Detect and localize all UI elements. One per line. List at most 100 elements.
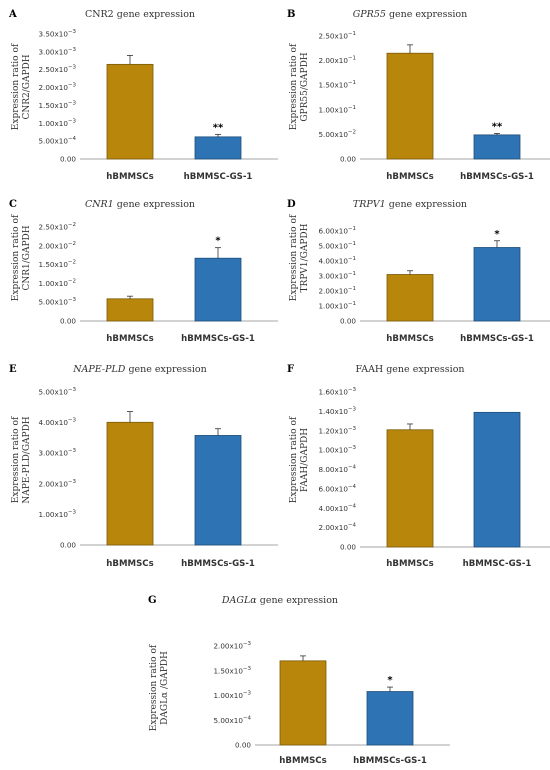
y-tick-exponent: −3 (68, 479, 77, 485)
y-tick-mantissa: 1.20x10 (318, 426, 348, 435)
y-tick-label: 3.00x10−1 (318, 271, 356, 281)
category-label: hBMMSCs-GS-1 (181, 334, 255, 344)
chart-title-gene: GPR55 (353, 9, 386, 20)
bar-1 (279, 660, 327, 746)
y-axis-label-line: Expression ratio of (11, 214, 21, 301)
bar-1 (106, 63, 154, 160)
y-tick-exponent: −1 (348, 226, 356, 232)
y-tick-mantissa: 0.00 (60, 317, 76, 326)
y-tick-mantissa: 4.00x10 (318, 504, 348, 513)
y-tick-mantissa: 0.00 (340, 155, 356, 164)
y-tick-mantissa: 2.00x10 (318, 287, 348, 296)
panel-letter: C (9, 199, 17, 210)
y-tick-exponent: −3 (348, 426, 357, 432)
y-tick-exponent: −1 (348, 301, 356, 307)
y-tick-label: 2.00x10−4 (318, 523, 356, 533)
y-axis-label-line: GPR55/GAPDH (300, 52, 310, 121)
y-tick-label: 1.00x10−3 (38, 509, 76, 519)
category-label: hBMMSCs-GS-1 (181, 559, 255, 569)
chart-title: CNR1 gene expression (85, 199, 195, 210)
significance-marker: ** (492, 121, 503, 132)
y-axis-label-line: Expression ratio of (149, 644, 159, 731)
y-tick-label: 1.50x10−1 (318, 80, 356, 90)
y-tick-exponent: −3 (348, 387, 357, 393)
y-tick-mantissa: 1.60x10 (318, 388, 348, 397)
y-tick-mantissa: 1.00x10 (318, 446, 348, 455)
category-label: hBMMSCs-GS-1 (460, 334, 534, 344)
y-tick-exponent: −1 (348, 56, 356, 62)
y-tick-mantissa: 3.00x10 (318, 272, 348, 281)
bar-1 (386, 274, 434, 322)
bar-2 (194, 257, 242, 322)
chart-title-rest: gene expression (114, 199, 195, 210)
y-tick-label: 5.00x10−3 (38, 297, 76, 307)
y-tick-label: 5.00x10−1 (318, 241, 356, 251)
chart-panel-g: G DAGLα gene expression Expression ratio o… (148, 595, 450, 766)
y-axis-label: Expression ratio ofDAGLα /GAPDH (149, 644, 170, 731)
y-axis-label-line: TRPV1/GAPDH (300, 223, 310, 292)
y-tick-label: 1.00x10−3 (213, 691, 251, 701)
y-tick-exponent: −1 (348, 286, 356, 292)
y-tick-mantissa: 1.00x10 (318, 302, 348, 311)
chart-panel-a: A CNR2 gene expression Expression ratio of… (8, 9, 278, 182)
bar-2 (473, 134, 521, 160)
bar-2 (473, 411, 521, 548)
chart-title: TRPV1 gene expression (353, 199, 467, 210)
y-tick-label: 0.00 (340, 543, 356, 552)
chart-panel-c: C CNR1 gene expression Expression ratio of… (9, 199, 278, 344)
y-axis-label: Expression ratio ofCNR2/GAPDH (11, 43, 32, 130)
y-tick-mantissa: 8.00x10 (318, 465, 348, 474)
y-tick-mantissa: 3.50x10 (38, 30, 68, 39)
y-tick-label: 1.50x10−2 (38, 260, 76, 270)
significance-marker: * (387, 675, 393, 686)
y-tick-mantissa: 6.00x10 (318, 227, 348, 236)
y-tick-exponent: −3 (68, 418, 77, 424)
y-tick-label: 3.00x10−3 (38, 47, 76, 57)
y-tick-exponent: −4 (348, 503, 357, 509)
significance-marker: * (215, 236, 221, 247)
y-tick-mantissa: 1.50x10 (38, 101, 68, 110)
panel-letter: F (287, 364, 294, 375)
y-tick-mantissa: 2.00x10 (213, 642, 243, 651)
y-tick-mantissa: 5.00x10 (38, 137, 68, 146)
category-label: hBMMSCs (386, 559, 433, 569)
y-tick-label: 5.00x10−3 (38, 387, 76, 397)
y-tick-exponent: −3 (68, 118, 77, 124)
y-tick-label: 2.00x10−1 (318, 56, 356, 66)
y-axis-label-line: Expression ratio of (11, 43, 21, 130)
y-tick-label: 8.00x10−4 (318, 465, 356, 475)
y-tick-mantissa: 1.50x10 (318, 81, 348, 90)
y-tick-mantissa: 6.00x10 (318, 484, 348, 493)
y-tick-label: 1.00x10−1 (318, 301, 356, 311)
y-tick-exponent: −1 (348, 241, 356, 247)
y-tick-exponent: −1 (348, 256, 356, 262)
y-tick-label: 2.50x10−1 (318, 31, 356, 41)
y-axis-label: Expression ratio ofFAAH/GAPDH (289, 416, 310, 503)
y-tick-exponent: −2 (68, 241, 76, 247)
y-tick-exponent: −3 (68, 297, 77, 303)
y-tick-mantissa: 2.50x10 (38, 223, 68, 232)
y-tick-exponent: −4 (348, 484, 357, 490)
y-axis-label: Expression ratio ofGPR55/GAPDH (289, 43, 310, 130)
y-tick-exponent: −1 (348, 271, 356, 277)
chart-title-gene: NAPE-PLD (72, 364, 126, 375)
category-label: hBMMSC-GS-1 (463, 559, 532, 569)
y-tick-label: 2.50x10−2 (38, 222, 76, 232)
y-tick-mantissa: 5.00x10 (318, 242, 348, 251)
y-tick-exponent: −3 (68, 448, 77, 454)
y-axis-label: Expression ratio ofNAPE-PLD/GAPDH (11, 416, 32, 504)
y-tick-label: 3.00x10−3 (38, 448, 76, 458)
chart-title: GPR55 gene expression (353, 9, 468, 20)
y-tick-mantissa: 5.00x10 (38, 298, 68, 307)
y-tick-label: 2.00x10−2 (38, 241, 76, 251)
panel-letter: B (287, 9, 295, 20)
y-tick-mantissa: 4.00x10 (38, 418, 68, 427)
bar-2 (194, 435, 242, 546)
y-tick-mantissa: 1.00x10 (38, 119, 68, 128)
y-tick-label: 1.60x10−3 (318, 387, 356, 397)
y-axis-label: Expression ratio ofTRPV1/GAPDH (289, 214, 310, 301)
category-label: hBMMSCs (106, 172, 153, 182)
y-axis-label-line: Expression ratio of (11, 416, 21, 503)
chart-title-rest: gene expression (125, 364, 206, 375)
y-tick-label: 1.20x10−3 (318, 426, 356, 436)
